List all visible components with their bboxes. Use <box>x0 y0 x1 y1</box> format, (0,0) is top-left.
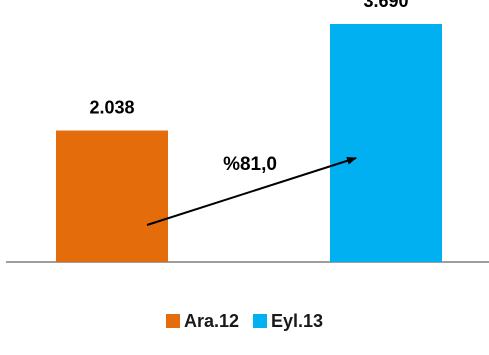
bar-eyl-13 <box>330 23 442 263</box>
bar-ara-12 <box>56 130 168 262</box>
data-label-ara-12: 2.038 <box>89 98 134 118</box>
legend: Ara.12 Eyl.13 <box>0 312 489 330</box>
legend-swatch-eyl-13 <box>253 314 267 328</box>
growth-annotation: %81,0 <box>223 154 277 175</box>
legend-item-eyl-13: Eyl.13 <box>253 312 323 330</box>
legend-swatch-ara-12 <box>165 314 180 328</box>
growth-arrow <box>146 156 357 226</box>
data-label-eyl-13: 3.690 <box>363 0 408 11</box>
legend-item-ara-12: Ara.12 <box>165 311 239 331</box>
legend-label-eyl-13: Eyl.13 <box>271 311 324 331</box>
legend-label-ara-12: Ara.12 <box>183 311 239 331</box>
